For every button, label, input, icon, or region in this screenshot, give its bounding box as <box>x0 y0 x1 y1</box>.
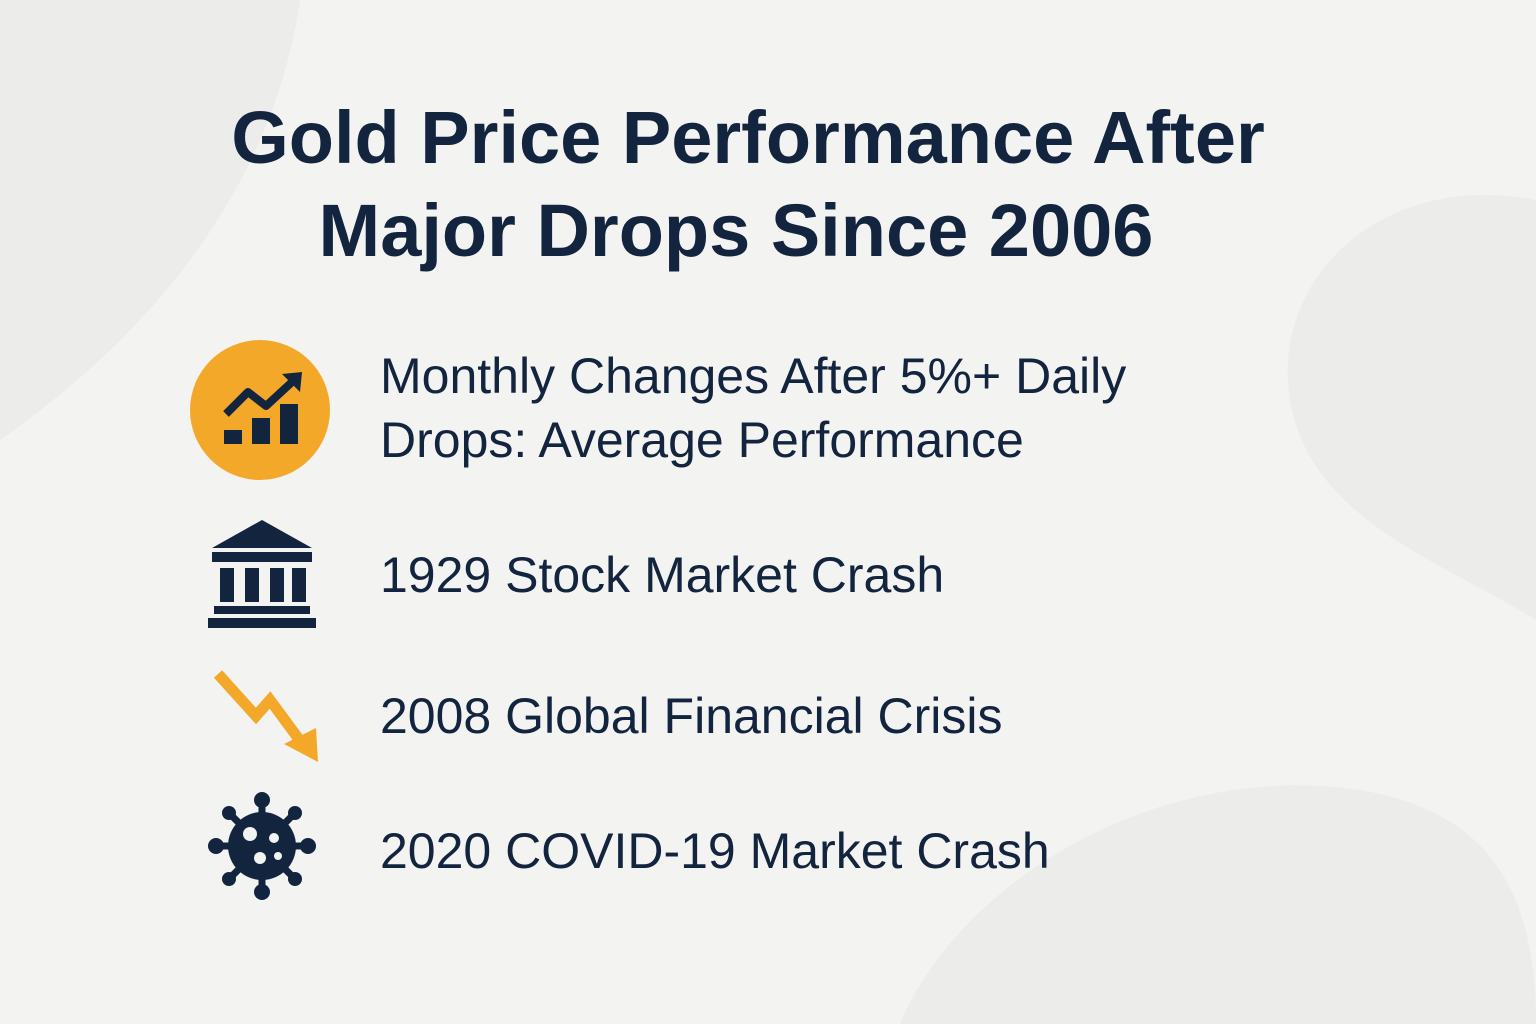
item-text: Monthly Changes After 5%+ Daily <box>380 348 1126 404</box>
background-blob <box>1287 195 1536 620</box>
item-text: Drops: Average Performance <box>380 412 1024 468</box>
title-line: Major Drops Since 2006 <box>319 189 1154 272</box>
chart-icon <box>190 340 330 480</box>
background-blob <box>0 0 300 440</box>
falling-arrow-icon <box>213 670 318 762</box>
item-text: 2020 COVID-19 Market Crash <box>380 823 1050 879</box>
virus-icon <box>208 792 316 900</box>
title-line: Gold Price Performance After <box>231 96 1265 179</box>
item-text: 1929 Stock Market Crash <box>380 547 944 603</box>
background-blob <box>900 785 1536 1024</box>
bank-icon <box>208 520 316 628</box>
item-text: 2008 Global Financial Crisis <box>380 688 1003 744</box>
